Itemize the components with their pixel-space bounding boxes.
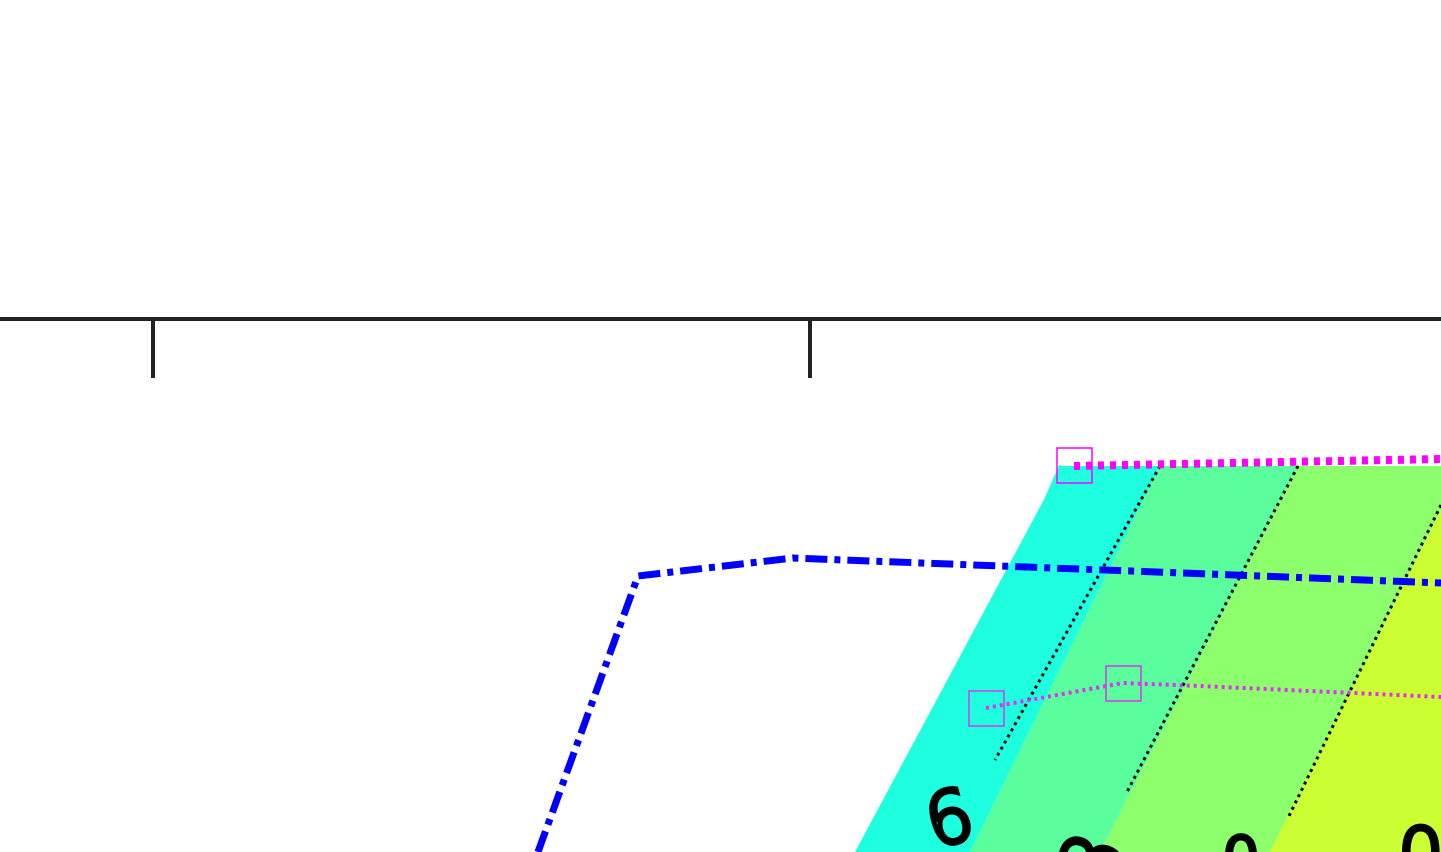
fill-band-green [970, 466, 1298, 852]
contour-line-1 [993, 465, 1162, 761]
magenta-mid-marker-1 [968, 690, 1005, 727]
magenta-top-marker [1056, 447, 1093, 484]
contour-label-0b: 0 [1398, 813, 1441, 852]
fill-band-cyan [855, 466, 1160, 852]
fill-band-lime [1100, 466, 1441, 852]
contour-line-3 [1286, 504, 1441, 819]
blue-boundary-line [534, 554, 1441, 852]
magenta-top-line [1073, 455, 1441, 470]
filled-region [855, 464, 1441, 852]
magenta-mid-line [985, 680, 1441, 710]
contour-label-0a: 0 [1222, 825, 1260, 852]
x-axis [0, 317, 1441, 378]
fill-stair-edge [902, 464, 1065, 852]
contour-lines [993, 465, 1441, 819]
contour-line-2 [1125, 465, 1300, 793]
magenta-mid-marker-2 [1105, 665, 1142, 702]
